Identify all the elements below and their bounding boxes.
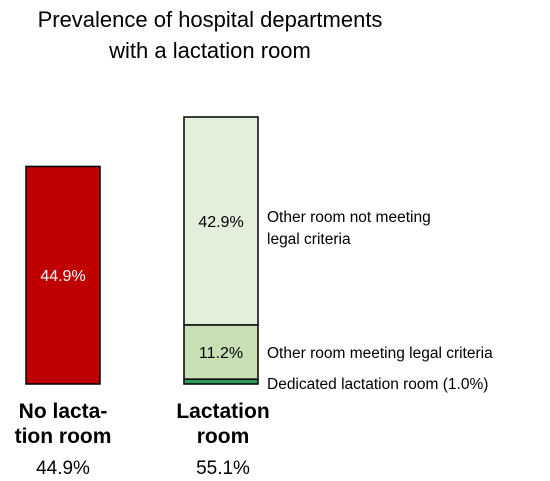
category-total: 55.1% [196, 458, 250, 479]
segment-annotation: Other room not meeting [267, 209, 431, 226]
title-line: with a lactation room [108, 38, 311, 63]
segment-annotation: Dedicated lactation room (1.0%) [267, 376, 488, 393]
title-line: Prevalence of hospital departments [38, 7, 383, 32]
chart-title: Prevalence of hospital departments with a… [38, 7, 383, 63]
data-label: 44.9% [40, 268, 85, 285]
category-total: 44.9% [36, 458, 90, 479]
bar-segment [183, 324, 259, 380]
bar-segment [25, 165, 101, 385]
category-label: Lactation [176, 400, 269, 423]
segment-annotation: Other room meeting legal criteria [267, 345, 493, 362]
bar-segment [183, 116, 259, 326]
bars: 44.9% Dedicated lactation room (1.0%) 11.2… [25, 116, 493, 393]
category-label: No lacta- [19, 400, 108, 423]
category-label: tion room [15, 425, 112, 448]
segment-annotation: legal criteria [267, 231, 351, 248]
data-label: 42.9% [198, 214, 243, 231]
category-label: room [197, 425, 250, 448]
data-label: 11.2% [199, 345, 243, 362]
